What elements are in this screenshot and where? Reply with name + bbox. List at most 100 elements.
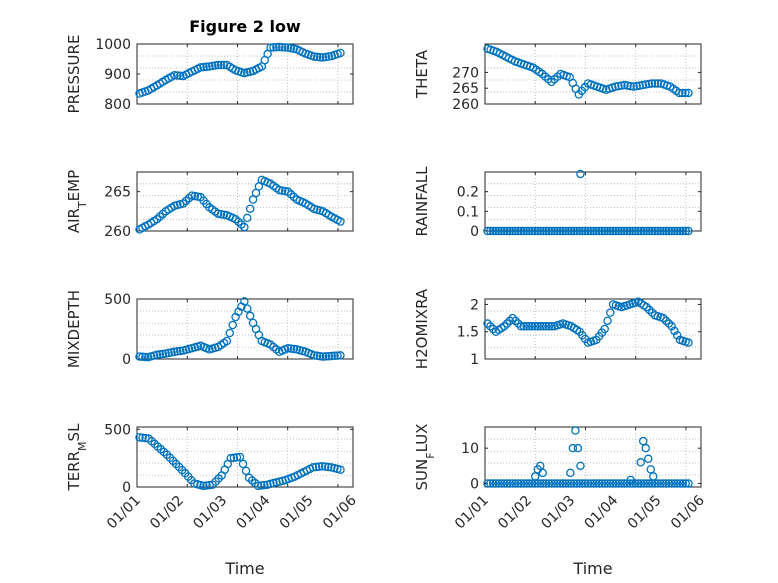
data-point [312,351,322,361]
data-point [232,453,242,462]
data-point [240,222,249,232]
data-point [673,226,682,236]
data-point [611,479,621,488]
data-point [308,463,318,472]
data-point [324,462,333,472]
data-point [566,468,575,478]
data-point [486,322,495,331]
data-point [558,226,568,236]
data-point [678,479,688,488]
axes-box [484,43,702,105]
data-point [611,226,621,236]
data-point [505,226,515,236]
y-axis-label: TERRMSL [65,423,89,492]
data-point [650,226,660,236]
data-point [659,479,668,488]
y-tick-label: 0 [470,224,479,240]
data-point [667,322,676,331]
data-point [600,324,609,334]
y-axis-label-part: T [76,201,89,209]
data-point [483,226,492,236]
data-point [283,343,293,353]
data-point [608,226,618,236]
data-point [626,475,635,485]
x-tick-label: 01/01 [452,493,492,533]
data-point [667,479,676,488]
data-point [636,458,645,467]
data-point [199,62,208,72]
data-point [541,322,551,331]
data-point [631,226,640,236]
data-point [336,465,345,474]
data-point [614,479,623,488]
data-point [645,305,654,315]
axes-box [136,298,354,360]
subplot-7: 0 500 01/01 01/02 01/03 01/04 01/05 01/06 TERRMS… [65,422,360,578]
y-axis-label-part: MIXDEPTH [65,290,83,368]
data-point [488,479,498,488]
data-point [336,48,345,58]
data-point [644,454,653,464]
subplot-1: 800 900 1000 PRESSURE Figure 2 low [65,17,354,113]
data-point [173,347,182,356]
data-point [533,479,542,488]
data-point [315,52,325,62]
y-tick-label: 0 [122,480,131,496]
data-point [483,319,492,328]
data-point [575,479,584,488]
data-point [589,226,598,236]
y-axis-label-part: F [424,452,437,458]
x-tick-label: 01/05 [625,493,665,533]
data-point [513,226,523,236]
axes-box [136,426,354,488]
data-point [625,479,635,488]
data-point [600,479,609,488]
data-point [491,226,501,236]
data-point [158,349,168,359]
subplot-8: 0 10 01/01 01/02 01/03 01/04 01/05 01/06 SUNFLUX… [413,424,708,578]
data-point [530,226,540,236]
y-tick-label: 900 [104,67,131,83]
data-point [500,226,509,236]
data-point [229,453,239,463]
data-point [553,479,562,488]
y-tick-label: 260 [104,224,131,240]
data-point [580,226,590,236]
data-point [202,481,211,490]
data-point [536,322,545,331]
y-axis-label: THETA [413,49,431,99]
data-point [555,226,565,236]
data-point [222,336,232,346]
data-point [539,226,548,236]
data-point [321,52,331,62]
x-tick-label: 01/06 [668,492,708,532]
y-tick-label: 0 [470,476,479,492]
x-tick-label: 01/02 [495,493,535,533]
y-tick-label: 10 [461,441,479,457]
data-point [620,226,629,236]
data-point [572,479,582,488]
data-point [488,226,498,236]
y-axis-label: RAINFALL [413,166,431,237]
data-point [539,479,548,488]
data-point [522,322,531,331]
data-point [623,81,632,90]
data-point [508,479,517,488]
data-point [505,316,515,326]
data-point [641,443,650,453]
axes-box [484,171,702,232]
data-point [649,472,658,481]
data-point [670,479,679,488]
data-point [483,479,492,488]
data-point [527,226,537,236]
data-point [541,479,551,488]
data-point [269,43,278,52]
data-point [505,479,515,488]
data-point [681,226,690,236]
data-point [176,346,185,356]
data-point [678,226,688,236]
data-point [280,43,290,52]
data-point [318,53,328,62]
data-point [664,479,674,488]
